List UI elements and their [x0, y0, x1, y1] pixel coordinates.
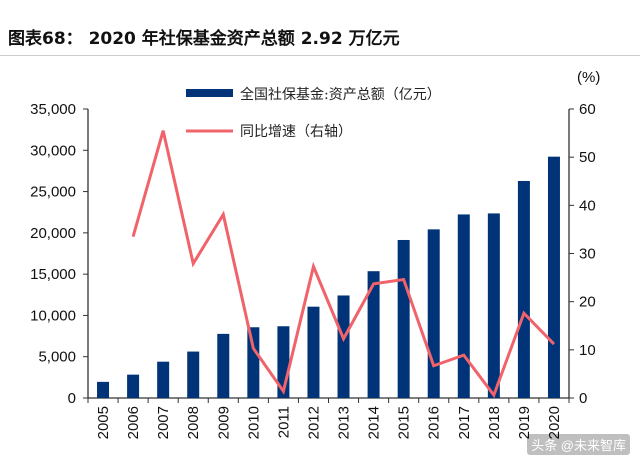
x-tick-label: 2020	[546, 406, 563, 439]
legend-bar-label: 全国社保基金:资产总额（亿元）	[240, 86, 441, 103]
right-tick-label: 20	[579, 294, 596, 311]
x-tick-label: 2009	[215, 406, 232, 439]
left-tick-label: 25,000	[30, 184, 76, 201]
bar-2020	[547, 156, 560, 398]
left-tick-label: 35,000	[30, 101, 76, 118]
bar-2006	[127, 374, 140, 398]
x-tick-label: 2015	[396, 406, 413, 439]
x-tick-label: 2018	[486, 406, 503, 439]
legend-bar-swatch	[186, 89, 233, 97]
bar-2012	[307, 306, 320, 398]
x-tick-label: 2012	[305, 406, 322, 439]
x-tick-label: 2007	[155, 406, 172, 439]
bar-2009	[217, 333, 230, 398]
bar-2018	[487, 213, 500, 398]
left-tick-label: 15,000	[30, 266, 76, 283]
left-tick-label: 10,000	[30, 307, 76, 324]
bar-2016	[427, 229, 440, 398]
x-tick-label: 2014	[366, 406, 383, 439]
x-tick-label: 2017	[456, 406, 473, 439]
bar-2014	[367, 271, 380, 398]
watermark: 头条 @未来智库	[527, 434, 630, 455]
legend-line-label: 同比增速（右轴）	[240, 124, 352, 140]
bar-2008	[187, 351, 200, 398]
figure-title: 图表68： 2020 年社保基金资产总额 2.92 万亿元	[8, 29, 400, 49]
bar-2015	[397, 239, 410, 398]
right-tick-label: 0	[579, 390, 587, 407]
x-tick-label: 2019	[516, 406, 533, 439]
bar-2013	[337, 295, 350, 398]
title-divider	[0, 55, 640, 56]
bar-2017	[457, 214, 470, 398]
right-tick-label: 30	[579, 246, 596, 263]
x-tick-label: 2011	[275, 406, 292, 438]
left-tick-label: 30,000	[30, 142, 76, 159]
left-tick-label: 20,000	[30, 225, 76, 242]
x-tick-label: 2008	[185, 406, 202, 439]
bar-2010	[247, 327, 260, 398]
x-tick-label: 2005	[95, 406, 112, 439]
x-tick-label: 2006	[125, 406, 142, 439]
right-tick-label: 60	[579, 101, 596, 118]
x-tick-label: 2010	[245, 406, 262, 439]
bar-2019	[517, 180, 530, 398]
right-tick-label: 40	[579, 197, 596, 214]
x-tick-label: 2013	[336, 406, 353, 439]
right-axis-unit: (%)	[577, 69, 600, 86]
bar-2007	[157, 361, 170, 398]
right-tick-label: 50	[579, 149, 596, 166]
x-tick-label: 2016	[426, 406, 443, 439]
bar-2005	[97, 381, 110, 398]
left-tick-label: 5,000	[38, 349, 76, 366]
right-tick-label: 10	[579, 342, 596, 359]
left-tick-label: 0	[68, 390, 76, 407]
